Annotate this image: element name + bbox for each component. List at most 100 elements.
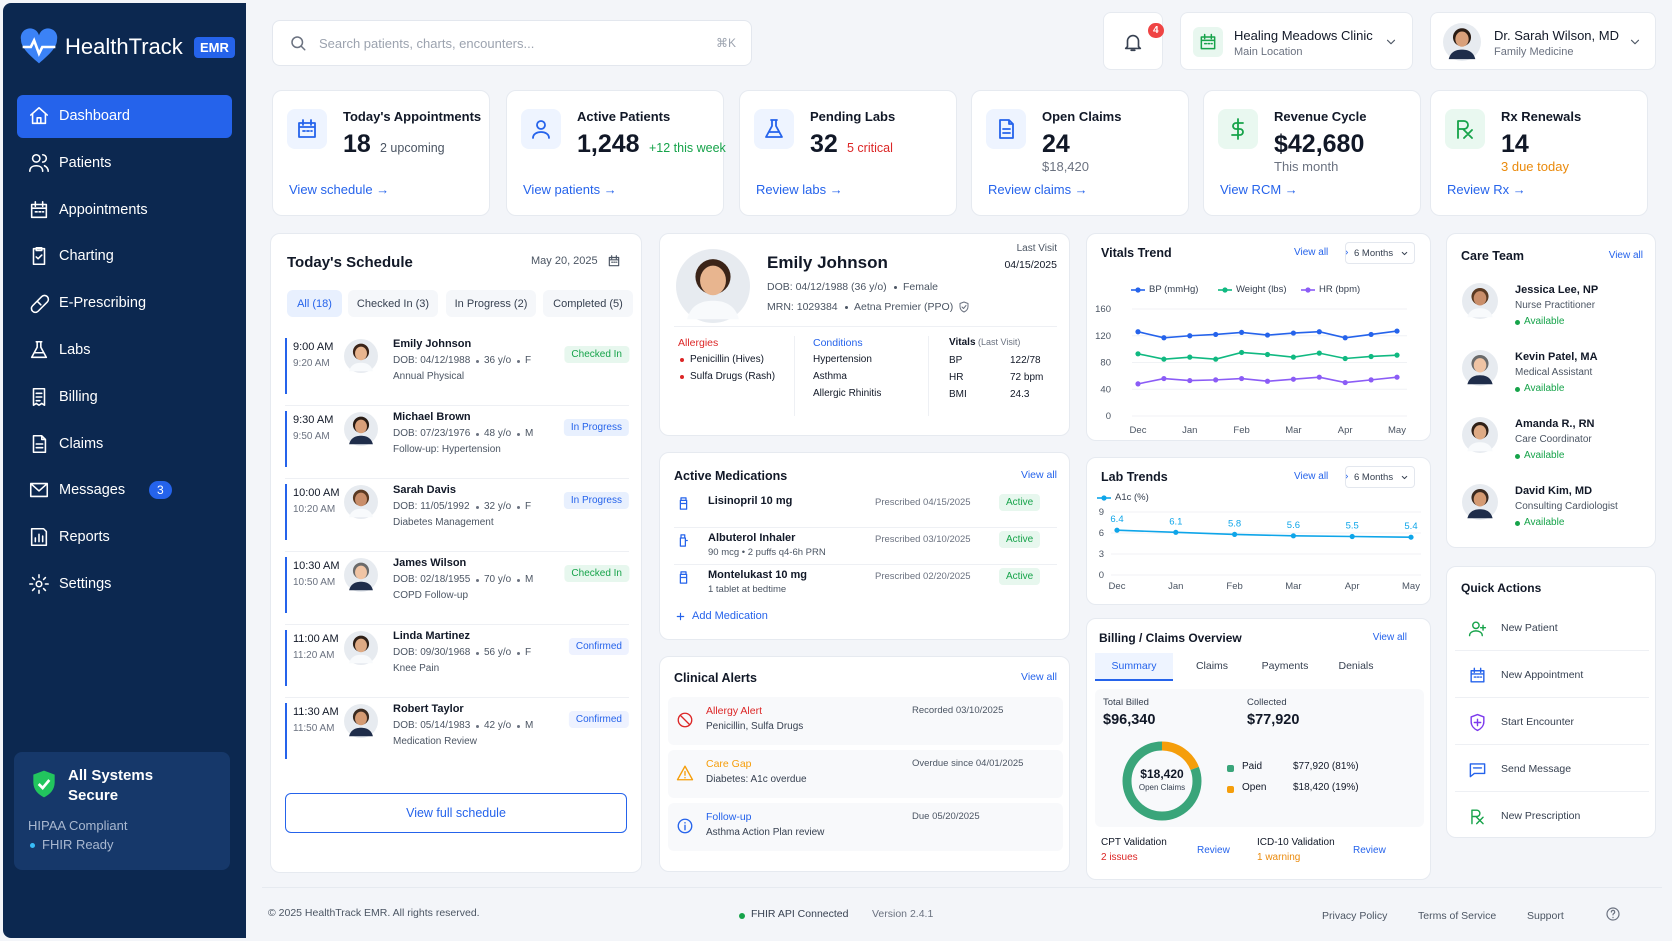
data-point bbox=[1316, 374, 1322, 380]
range-dropdown[interactable]: 6 Months bbox=[1345, 242, 1415, 264]
nav-item[interactable]: Charting bbox=[17, 235, 232, 278]
legend-label: BP (mmHg) bbox=[1149, 284, 1199, 295]
alert-item[interactable]: Allergy Alert Penicillin, Sulfa Drugs Reco… bbox=[668, 697, 1063, 745]
nav-item[interactable]: E-Prescribing bbox=[17, 282, 232, 325]
icon-path bbox=[29, 106, 49, 125]
kpi-link[interactable]: View RCM → bbox=[1220, 182, 1298, 197]
link[interactable]: View all bbox=[1021, 671, 1057, 683]
tab[interactable]: All (18) bbox=[287, 290, 342, 317]
data-label: 5.6 bbox=[1287, 520, 1300, 531]
link[interactable]: View all bbox=[1021, 469, 1057, 481]
user-menu[interactable]: Dr. Sarah Wilson, MD Family Medicine bbox=[1430, 12, 1656, 70]
appointment-row[interactable]: 9:30 AM 9:50 AM Michael Brown DOB: 07/23/19… bbox=[285, 411, 629, 479]
dot bbox=[476, 506, 479, 509]
footer-link[interactable]: Privacy Policy bbox=[1322, 910, 1388, 922]
text: Open Claims bbox=[1042, 109, 1122, 124]
alert-item[interactable]: Care Gap Diabetes: A1c overdue Overdue sin… bbox=[668, 750, 1063, 798]
icon bbox=[679, 497, 688, 510]
text: 10:00 AM bbox=[293, 487, 340, 499]
quick-action[interactable]: New Patient bbox=[1455, 607, 1649, 651]
quick-action[interactable]: New Prescription bbox=[1455, 795, 1649, 839]
link[interactable]: Review bbox=[1353, 845, 1386, 856]
appointment-row[interactable]: 11:30 AM 11:50 AM Robert Taylor DOB: 05/14/… bbox=[285, 703, 629, 767]
appointment-row[interactable]: 9:00 AM 9:20 AM Emily Johnson DOB: 04/12/19… bbox=[285, 338, 629, 406]
logo-heart bbox=[20, 28, 58, 64]
legend-marker bbox=[1131, 287, 1145, 293]
nav-item[interactable]: Reports bbox=[17, 516, 232, 559]
footer-link[interactable]: Support bbox=[1527, 910, 1564, 922]
link[interactable]: View all bbox=[1372, 632, 1407, 643]
quick-action[interactable]: New Appointment bbox=[1455, 654, 1649, 698]
kpi-link[interactable]: Review Rx → bbox=[1447, 182, 1526, 197]
icon bbox=[32, 434, 47, 453]
text: Lisinopril 10 mg bbox=[708, 495, 793, 507]
kpi-link[interactable]: View schedule → bbox=[289, 182, 390, 197]
kpi-link[interactable]: View patients → bbox=[523, 182, 617, 197]
nav-item[interactable]: Dashboard bbox=[17, 95, 232, 138]
dot bbox=[476, 360, 479, 363]
x-tick-label: Jan bbox=[1168, 581, 1183, 592]
tab[interactable]: Completed (5) bbox=[543, 290, 633, 317]
icon bbox=[29, 106, 49, 125]
text: Send Message bbox=[1501, 763, 1572, 775]
text: Penicillin (Hives) bbox=[690, 354, 764, 365]
y-tick-label: 9 bbox=[1099, 507, 1104, 518]
tab[interactable]: Claims bbox=[1173, 653, 1251, 679]
quick-action[interactable]: Start Encounter bbox=[1455, 701, 1649, 745]
alert-item[interactable]: Follow-up Asthma Action Plan review Due 05… bbox=[668, 803, 1063, 851]
appointment-row[interactable]: 11:00 AM 11:20 AM Linda Martinez DOB: 09/30… bbox=[285, 630, 629, 698]
nav-item[interactable]: Messages 3 bbox=[17, 469, 232, 512]
search-box[interactable]: Search patients, charts, encounters... ⌘K bbox=[272, 20, 752, 66]
text: 90 mcg • 2 puffs q4-6h PRN bbox=[708, 547, 826, 558]
avatar bbox=[1462, 350, 1498, 386]
schedule-button[interactable]: View full schedule bbox=[285, 793, 627, 833]
text: Healing Meadows Clinic bbox=[1234, 28, 1373, 43]
x-tick-label: Dec bbox=[1109, 581, 1126, 592]
appointment-row[interactable]: 10:00 AM 10:20 AM Sarah Davis DOB: 11/05/19… bbox=[285, 484, 629, 552]
nav-item[interactable]: Labs bbox=[17, 329, 232, 372]
y-tick-label: 120 bbox=[1095, 331, 1111, 342]
appointment-row[interactable]: 10:30 AM 10:50 AM James Wilson DOB: 02/18/1… bbox=[285, 557, 629, 625]
medications-card: Active Medications View all Lisinopril 10 … bbox=[659, 452, 1070, 640]
avatar-body bbox=[687, 300, 739, 320]
avatar-body bbox=[349, 508, 373, 518]
clinic-selector[interactable]: Healing Meadows Clinic Main Location bbox=[1180, 12, 1413, 70]
text: All (18) bbox=[297, 298, 332, 310]
kpi-link[interactable]: Review labs → bbox=[756, 182, 843, 197]
text: +12 this week bbox=[649, 141, 726, 155]
link[interactable]: Review bbox=[1197, 845, 1230, 856]
nav-item[interactable]: Billing bbox=[17, 376, 232, 419]
icon-path bbox=[32, 387, 46, 406]
tab[interactable]: Summary bbox=[1095, 653, 1173, 681]
icon-path bbox=[32, 247, 46, 266]
footer-link[interactable]: Terms of Service bbox=[1418, 910, 1497, 922]
nav-item[interactable]: Appointments bbox=[17, 189, 232, 232]
dot bbox=[894, 286, 897, 289]
link[interactable]: View all bbox=[1294, 471, 1329, 482]
text: Denials bbox=[1338, 660, 1374, 672]
tab[interactable]: Checked In (3) bbox=[348, 290, 438, 317]
range-dropdown[interactable]: 6 Months bbox=[1345, 466, 1415, 488]
data-point bbox=[1290, 330, 1296, 336]
nav-item[interactable]: Patients bbox=[17, 142, 232, 185]
icon bbox=[1606, 907, 1620, 921]
icon bbox=[298, 119, 316, 138]
tab[interactable]: In Progress (2) bbox=[446, 290, 536, 317]
data-label: 5.8 bbox=[1228, 518, 1241, 529]
data-point bbox=[1342, 379, 1348, 386]
data-point bbox=[1394, 374, 1400, 380]
nav-item[interactable]: Claims bbox=[17, 423, 232, 466]
data-label: 6.1 bbox=[1169, 516, 1182, 527]
quick-action[interactable]: Send Message bbox=[1455, 748, 1649, 792]
nav-item[interactable]: Settings bbox=[17, 563, 232, 606]
link[interactable]: View all bbox=[1608, 250, 1643, 261]
add-medication[interactable]: Add Medication bbox=[692, 610, 768, 622]
notification-button[interactable]: 4 bbox=[1103, 12, 1164, 70]
link[interactable]: View all bbox=[1294, 247, 1329, 258]
tab[interactable]: Denials bbox=[1317, 653, 1395, 679]
text: 32 y/o bbox=[484, 501, 512, 512]
icon-path bbox=[679, 497, 688, 510]
kpi-link[interactable]: Review claims → bbox=[988, 182, 1088, 197]
text: Knee Pain bbox=[393, 663, 440, 674]
tab[interactable]: Payments bbox=[1246, 653, 1324, 679]
